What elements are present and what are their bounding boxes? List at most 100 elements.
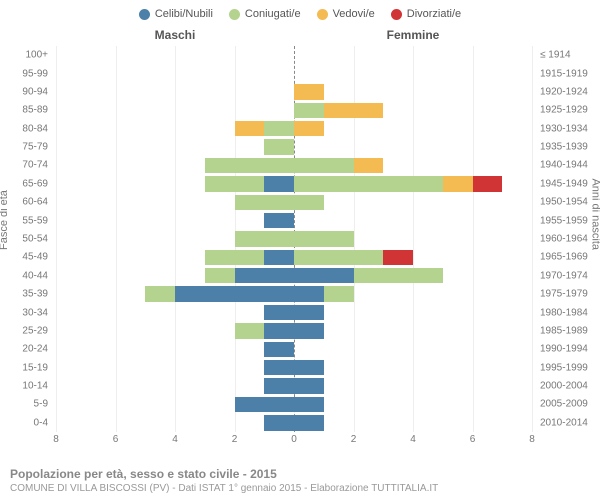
y-tick-age: 100+ — [25, 50, 48, 61]
gridline — [532, 46, 533, 432]
x-axis: 864202468 — [56, 434, 532, 448]
y-tick-birth: 1935-1939 — [540, 142, 588, 153]
male-half — [56, 230, 294, 248]
seg-coniugati — [294, 231, 354, 246]
seg-vedovi — [354, 158, 384, 173]
y-tick-birth: 1930-1934 — [540, 123, 588, 134]
female-half — [294, 322, 532, 340]
female-half — [294, 358, 532, 376]
legend-swatch — [229, 9, 240, 20]
female-half — [294, 211, 532, 229]
bar-row — [56, 101, 532, 119]
male-half — [56, 267, 294, 285]
y-tick-age: 40-44 — [22, 270, 48, 281]
y-tick-birth: 1915-1919 — [540, 68, 588, 79]
seg-coniugati — [235, 323, 265, 338]
female-half — [294, 395, 532, 413]
female-half — [294, 303, 532, 321]
bar-row — [56, 175, 532, 193]
y-tick-birth: 1990-1994 — [540, 344, 588, 355]
seg-coniugati — [294, 250, 383, 265]
female-half — [294, 101, 532, 119]
seg-celibi — [235, 397, 295, 412]
label-male: Maschi — [56, 28, 294, 42]
female-half — [294, 285, 532, 303]
bar-row — [56, 138, 532, 156]
y-tick-birth: ≤ 1914 — [540, 50, 571, 61]
seg-coniugati — [205, 250, 265, 265]
seg-divorziati — [473, 176, 503, 191]
x-tick: 2 — [232, 434, 238, 445]
y-tick-birth: 1980-1984 — [540, 307, 588, 318]
y-tick-age: 10-14 — [22, 381, 48, 392]
male-half — [56, 211, 294, 229]
x-tick: 8 — [529, 434, 535, 445]
seg-coniugati — [294, 158, 354, 173]
bar-row — [56, 303, 532, 321]
female-half — [294, 340, 532, 358]
x-tick: 2 — [351, 434, 357, 445]
bar-row — [56, 267, 532, 285]
x-tick: 4 — [410, 434, 416, 445]
male-half — [56, 358, 294, 376]
y-tick-age: 20-24 — [22, 344, 48, 355]
y-tick-age: 45-49 — [22, 252, 48, 263]
male-half — [56, 83, 294, 101]
y-tick-age: 15-19 — [22, 362, 48, 373]
x-tick: 6 — [113, 434, 119, 445]
y-axis-birth: ≤ 19141915-19191920-19241925-19291930-19… — [536, 46, 600, 432]
legend-swatch — [317, 9, 328, 20]
label-female: Femmine — [294, 28, 532, 42]
male-half — [56, 138, 294, 156]
seg-coniugati — [294, 176, 443, 191]
y-tick-age: 50-54 — [22, 234, 48, 245]
male-half — [56, 340, 294, 358]
seg-vedovi — [294, 84, 324, 99]
y-tick-age: 0-4 — [34, 417, 48, 428]
female-half — [294, 248, 532, 266]
seg-coniugati — [145, 286, 175, 301]
seg-coniugati — [354, 268, 443, 283]
y-tick-age: 55-59 — [22, 215, 48, 226]
y-tick-birth: 1960-1964 — [540, 234, 588, 245]
y-tick-birth: 2010-2014 — [540, 417, 588, 428]
legend-item: Celibi/Nubili — [139, 8, 213, 20]
y-tick-age: 30-34 — [22, 307, 48, 318]
legend-label: Celibi/Nubili — [155, 8, 213, 20]
seg-coniugati — [264, 139, 294, 154]
y-tick-age: 80-84 — [22, 123, 48, 134]
seg-celibi — [264, 415, 294, 430]
y-tick-birth: 1920-1924 — [540, 86, 588, 97]
bar-row — [56, 414, 532, 432]
female-half — [294, 377, 532, 395]
seg-celibi — [294, 286, 324, 301]
bar-row — [56, 285, 532, 303]
seg-celibi — [235, 268, 295, 283]
y-tick-birth: 2005-2009 — [540, 399, 588, 410]
y-tick-birth: 1970-1974 — [540, 270, 588, 281]
y-tick-age: 95-99 — [22, 68, 48, 79]
bar-row — [56, 120, 532, 138]
seg-celibi — [264, 176, 294, 191]
y-tick-age: 90-94 — [22, 86, 48, 97]
seg-celibi — [294, 415, 324, 430]
seg-vedovi — [294, 121, 324, 136]
gender-labels: Maschi Femmine — [56, 28, 532, 42]
seg-vedovi — [443, 176, 473, 191]
male-half — [56, 395, 294, 413]
female-half — [294, 83, 532, 101]
male-half — [56, 414, 294, 432]
y-tick-birth: 1950-1954 — [540, 197, 588, 208]
bar-row — [56, 156, 532, 174]
legend-label: Divorziati/e — [407, 8, 461, 20]
male-half — [56, 101, 294, 119]
legend-swatch — [139, 9, 150, 20]
female-half — [294, 193, 532, 211]
seg-coniugati — [264, 121, 294, 136]
male-half — [56, 64, 294, 82]
x-tick: 8 — [53, 434, 59, 445]
legend-item: Divorziati/e — [391, 8, 461, 20]
male-half — [56, 377, 294, 395]
seg-celibi — [264, 378, 294, 393]
y-tick-age: 35-39 — [22, 289, 48, 300]
